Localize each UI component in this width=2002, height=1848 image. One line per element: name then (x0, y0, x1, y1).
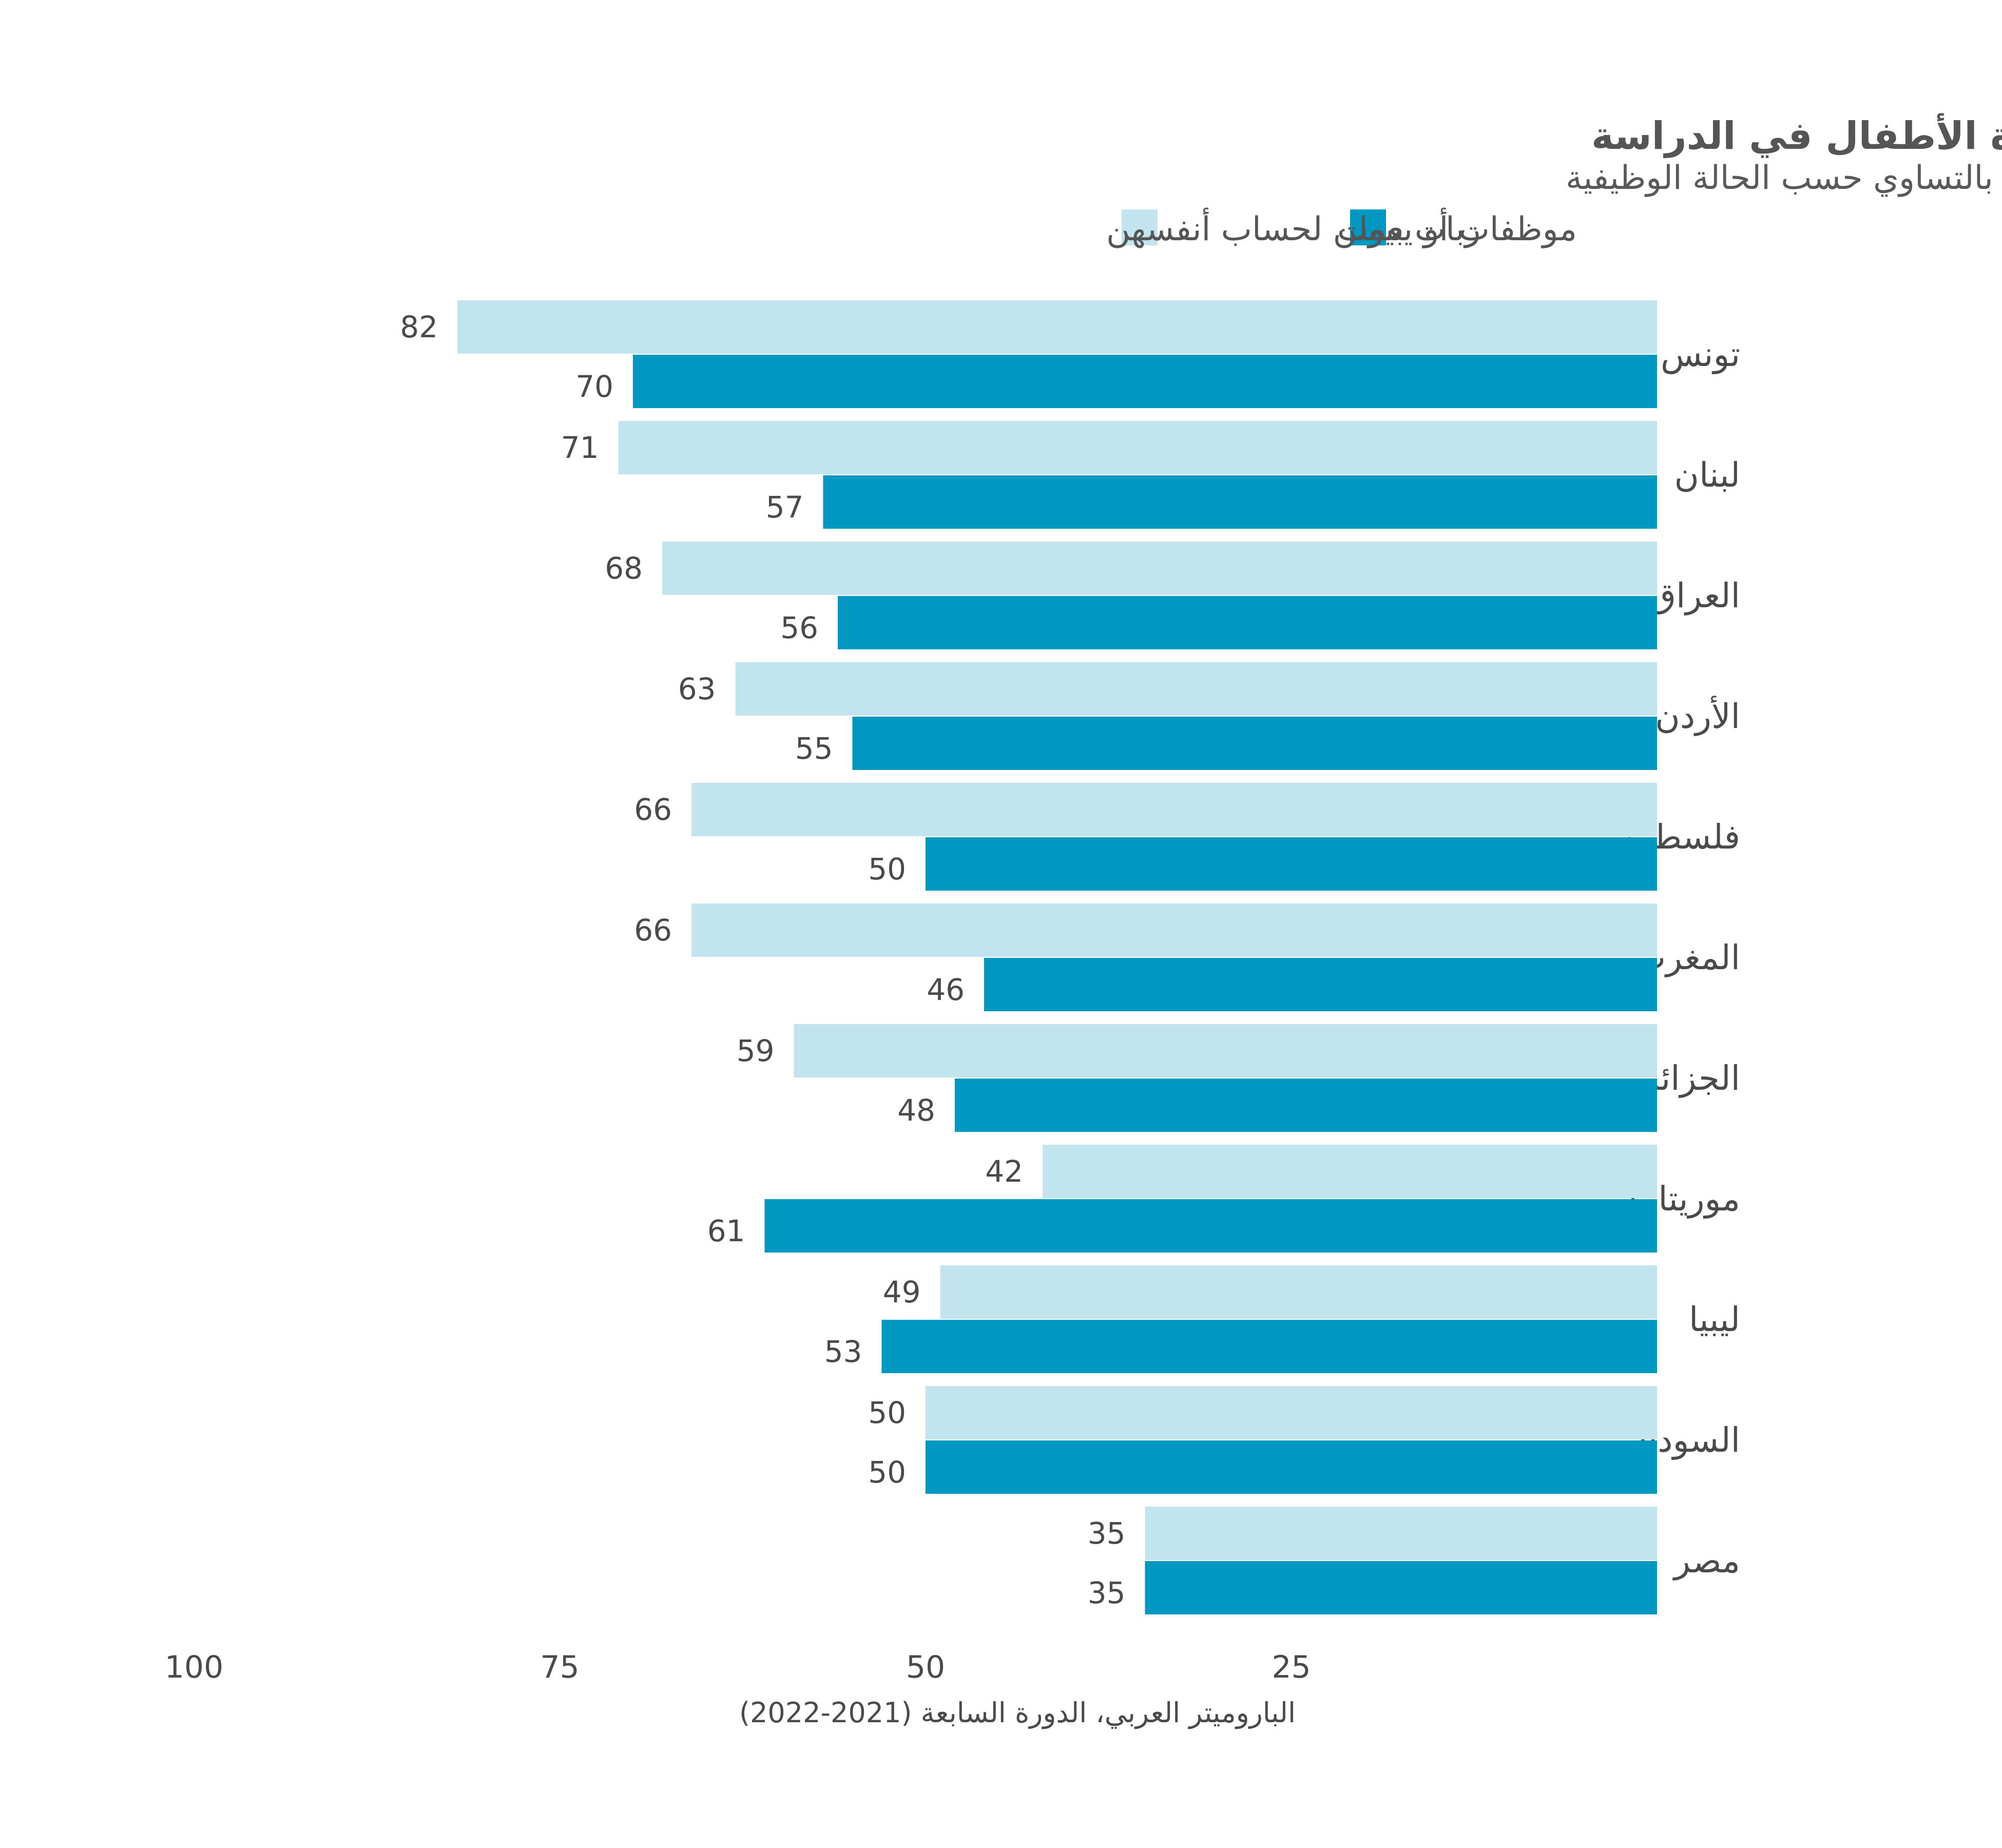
legend: ربات بيوت موظفات أو يعملن لحساب أنفسهن (1106, 207, 1577, 248)
bar-employed (940, 1265, 1657, 1319)
chart-title: الشخص المسؤول داخل الأسرة عن مساعدة الأط… (1591, 113, 2002, 159)
value-label: 70 (575, 369, 613, 404)
value-label: 50 (868, 1395, 906, 1430)
source-note: الباروميتر العربي، الدورة السابعة (2021-… (739, 1697, 1296, 1729)
bar-employed (794, 1024, 1657, 1077)
x-tick-label: 100 (165, 1649, 224, 1685)
value-label: 35 (1088, 1516, 1126, 1551)
value-label: 66 (634, 792, 672, 827)
bar-homemakers (633, 355, 1657, 408)
bar-homemakers (984, 958, 1657, 1011)
bar-homemakers (926, 1440, 1657, 1494)
category-label: الجزائر (1641, 1058, 1740, 1098)
bar-employed (691, 783, 1657, 836)
value-label: 61 (707, 1214, 745, 1248)
bar-homemakers (1145, 1561, 1657, 1614)
category-label: العراق (1650, 576, 1740, 615)
category-label: ليبيا (1689, 1300, 1740, 1339)
value-label: 50 (868, 852, 906, 887)
bar-homemakers (823, 475, 1657, 529)
x-tick-label: 75 (540, 1649, 579, 1685)
value-label: 63 (678, 671, 716, 706)
value-label: 66 (634, 913, 672, 948)
x-axis-ticks: 100 75 50 25 (165, 1649, 1311, 1685)
value-label: 35 (1088, 1575, 1126, 1610)
legend-label-homemakers: ربات بيوت (1337, 210, 1480, 248)
category-label: الأردن (1655, 695, 1740, 736)
bar-homemakers (838, 596, 1657, 649)
bar-homemakers (881, 1320, 1657, 1373)
x-tick-label: 25 (1272, 1649, 1311, 1685)
value-label: 48 (897, 1093, 935, 1128)
value-label: 68 (605, 551, 643, 586)
value-label: 46 (927, 972, 965, 1007)
value-label: 59 (737, 1033, 775, 1068)
legend-swatch-homemakers (1350, 209, 1386, 245)
value-label: 57 (766, 490, 804, 525)
value-label: 71 (561, 430, 599, 465)
bar-employed (662, 542, 1657, 595)
bar-employed (1043, 1145, 1657, 1198)
bars (457, 300, 1657, 1614)
bar-employed (926, 1386, 1657, 1439)
bar-employed (1145, 1507, 1657, 1560)
bar-employed (618, 421, 1657, 474)
bar-homemakers (926, 837, 1657, 891)
chart-subtitle: % من النساء يقلن إن الأم والأب مسؤولان ب… (1566, 157, 2002, 197)
category-labels: تونسلبنانالعراقالأردنفلسطينالمغربالجزائر… (1619, 335, 1740, 1581)
value-label: 82 (400, 310, 438, 344)
x-tick-label: 50 (906, 1649, 945, 1685)
bar-homemakers (852, 717, 1657, 770)
category-label: لبنان (1674, 455, 1740, 495)
value-label: 53 (824, 1334, 862, 1369)
bar-employed (735, 662, 1657, 716)
bar-employed (457, 300, 1657, 354)
value-label: 56 (780, 610, 818, 645)
category-label: تونس (1661, 335, 1740, 374)
value-label: 55 (795, 731, 833, 766)
value-label: 50 (868, 1455, 906, 1490)
bar-homemakers (764, 1199, 1657, 1253)
value-label: 49 (883, 1275, 921, 1310)
bar-employed (691, 903, 1657, 957)
category-label: مصر (1672, 1541, 1740, 1581)
legend-swatch-employed (1122, 209, 1158, 245)
bar-homemakers (955, 1079, 1657, 1132)
value-labels: 8270715768566355665066465948426149535050… (400, 310, 1125, 1610)
value-label: 42 (985, 1154, 1023, 1189)
legend-label-employed: موظفات أو يعملن لحساب أنفسهن (1106, 207, 1577, 248)
